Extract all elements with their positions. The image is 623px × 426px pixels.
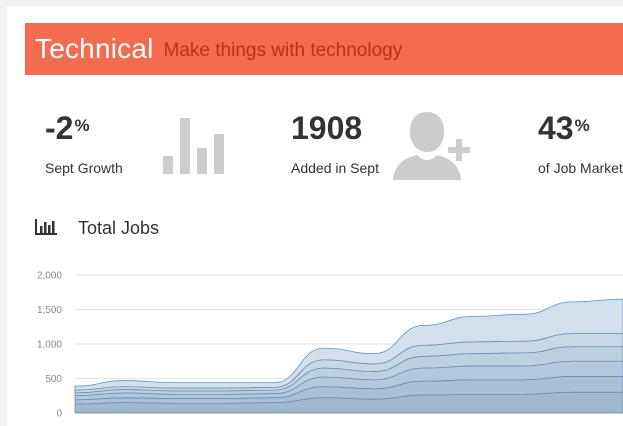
stat-growth: -2% Sept Growth	[45, 108, 123, 176]
bar-chart-icon	[163, 118, 224, 174]
stat-added: 1908 Added in Sept	[291, 108, 379, 176]
stat-market-label: of Job Market	[538, 160, 623, 176]
stat-added-label: Added in Sept	[291, 160, 379, 176]
chart-areas	[74, 298, 623, 414]
category-banner: Technical Make things with technology	[25, 23, 623, 75]
section-title: Total Jobs	[78, 218, 160, 238]
stat-market: 43% of Job Market	[538, 108, 623, 176]
total-jobs-chart: 0 500 1,000 1,500 2,000	[37, 271, 623, 420]
y-tick-label: 500	[45, 374, 62, 385]
chart-y-ticks: 0 500 1,000 1,500 2,000	[37, 271, 62, 420]
y-tick-label: 1,500	[37, 305, 62, 316]
stat-growth-value: -2%	[45, 110, 90, 146]
stat-added-value: 1908	[291, 110, 363, 146]
stat-growth-label: Sept Growth	[45, 160, 123, 176]
area-series-1	[74, 391, 623, 414]
y-tick-label: 0	[56, 409, 62, 420]
y-tick-label: 2,000	[37, 271, 62, 282]
y-tick-label: 1,000	[37, 340, 62, 351]
category-title: Technical	[35, 33, 154, 64]
bar-chart-icon	[35, 219, 57, 235]
add-user-icon	[393, 112, 470, 180]
category-subtitle: Make things with technology	[163, 40, 403, 61]
stat-market-value: 43%	[538, 110, 590, 146]
